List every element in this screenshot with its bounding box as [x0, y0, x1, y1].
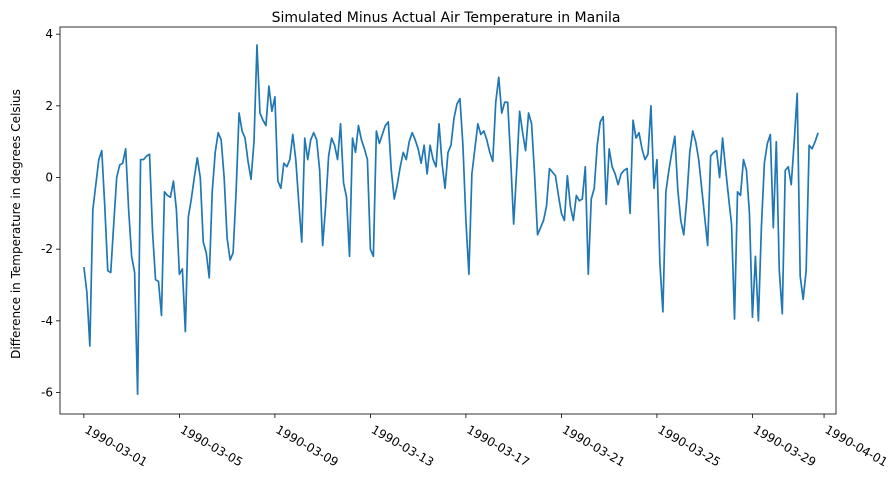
- x-tick-label: 1990-03-05: [178, 422, 245, 469]
- x-tick-label: 1990-03-25: [655, 422, 722, 469]
- x-tick-label: 1990-03-21: [560, 422, 627, 469]
- x-tick-label: 1990-03-01: [82, 422, 149, 469]
- x-tick-label: 1990-03-13: [369, 422, 436, 469]
- y-axis-label: Difference in Temperature in degrees Cel…: [9, 89, 23, 359]
- y-tick-label: -4: [41, 314, 53, 328]
- x-tick-label: 1990-04-01: [823, 422, 889, 469]
- plot-frame: [59, 26, 837, 415]
- series-line: [83, 44, 819, 396]
- y-tick-label: 0: [45, 171, 53, 185]
- x-tick-label: 1990-03-29: [751, 422, 818, 469]
- y-tick-label: -6: [41, 386, 53, 400]
- chart-title: Simulated Minus Actual Air Temperature i…: [272, 10, 621, 26]
- y-tick-label: 4: [45, 27, 53, 41]
- y-tick-label: -2: [41, 242, 53, 256]
- y-tick-label: 2: [45, 99, 53, 113]
- x-tick-label: 1990-03-17: [464, 422, 531, 469]
- series-layer: [83, 44, 819, 396]
- ticks-layer: -6 -4 -2 0 2 4 1990-03-01 1990-03-05 1990-03-09 1…: [41, 27, 889, 469]
- x-tick-label: 1990-03-09: [273, 422, 340, 469]
